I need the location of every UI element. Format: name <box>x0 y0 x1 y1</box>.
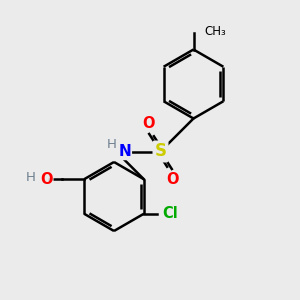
Text: H: H <box>26 171 35 184</box>
Text: H: H <box>107 138 117 152</box>
Text: Cl: Cl <box>162 206 178 221</box>
Text: N: N <box>118 144 131 159</box>
Text: S: S <box>154 142 166 160</box>
Text: O: O <box>40 172 53 187</box>
Text: CH₃: CH₃ <box>204 25 226 38</box>
Text: O: O <box>142 116 155 131</box>
Text: O: O <box>166 172 179 187</box>
